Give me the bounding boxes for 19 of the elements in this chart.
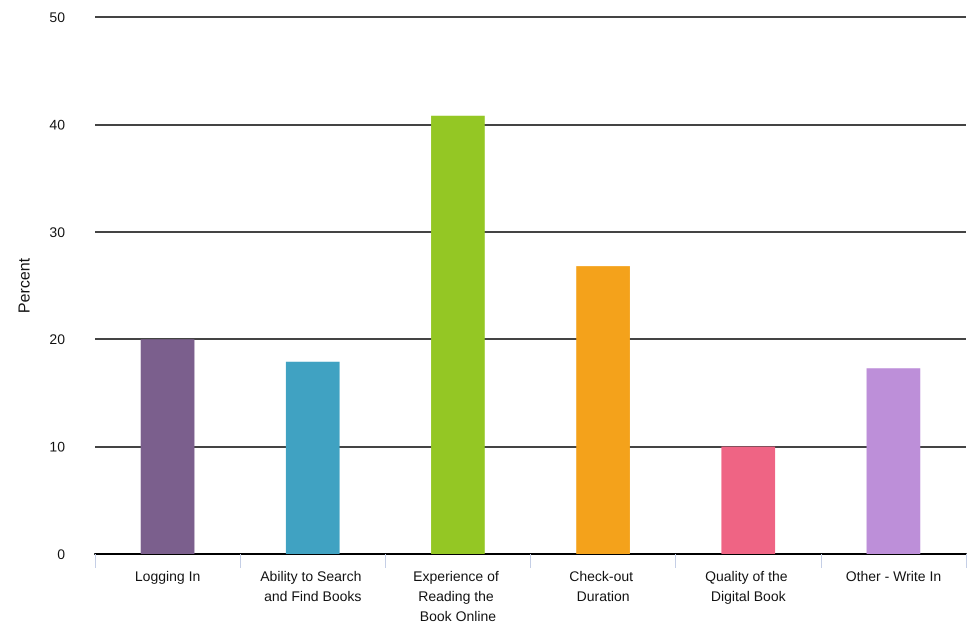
- y-tick-label: 50: [49, 9, 66, 25]
- bar: [286, 362, 340, 554]
- bar: [576, 266, 630, 554]
- y-tick-label: 30: [49, 224, 66, 240]
- x-tick-label: Ability to Search and Find Books: [260, 568, 366, 604]
- bar: [431, 116, 485, 554]
- y-tick-label: 20: [49, 331, 66, 348]
- x-tick-label: Check-out Duration: [569, 568, 637, 604]
- x-tick-label: Other - Write In: [846, 568, 942, 584]
- x-tick-label: Logging In: [134, 568, 200, 584]
- x-tick-label: Experience of Reading the Book Online: [413, 568, 503, 624]
- bar: [140, 339, 194, 554]
- y-tick-label: 40: [49, 116, 66, 132]
- y-tick-label: 0: [57, 546, 66, 562]
- y-tick-label: 10: [49, 438, 66, 455]
- bar: [866, 368, 920, 554]
- bar: [721, 446, 776, 554]
- y-axis-title: Percent: [16, 257, 34, 314]
- x-tick-label: Quality of the Digital Book: [705, 568, 792, 604]
